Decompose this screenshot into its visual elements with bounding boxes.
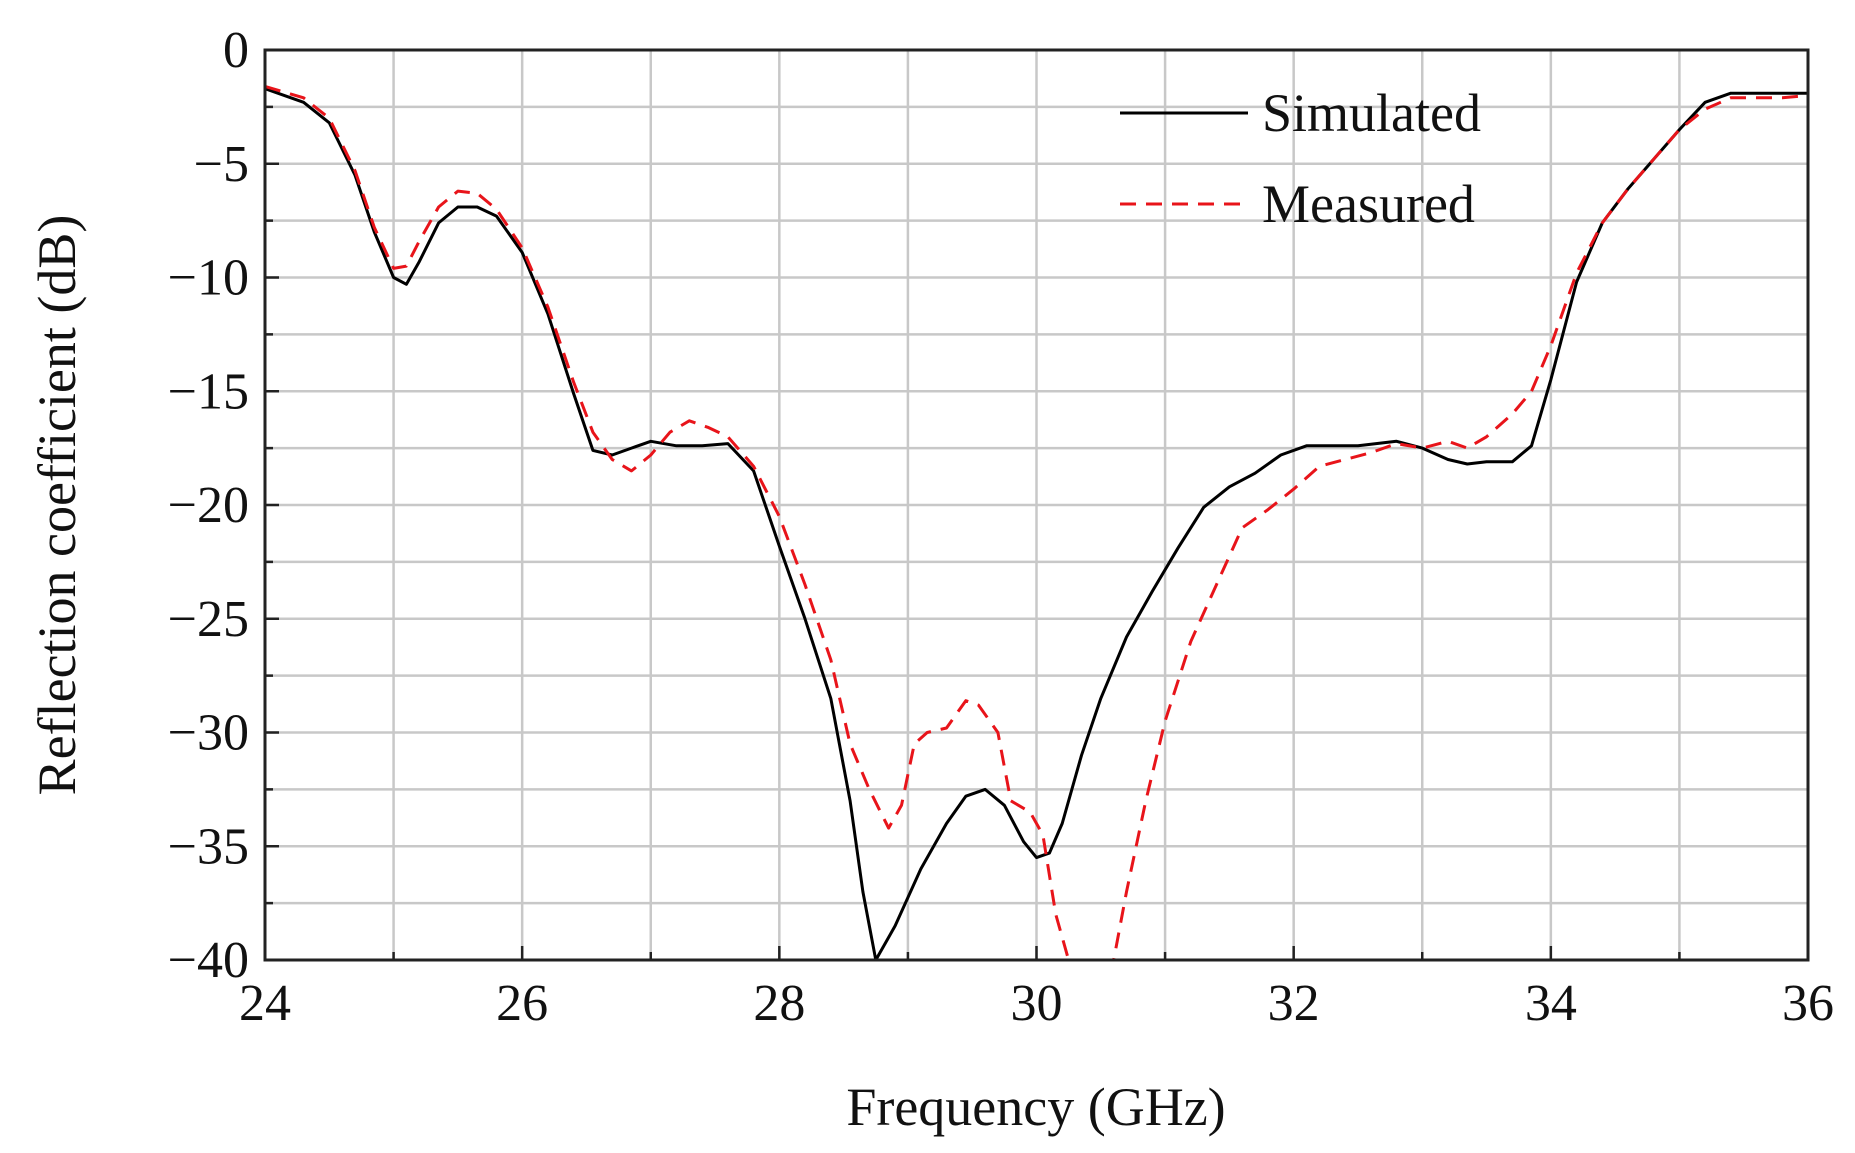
x-tick-label: 32 [1268,975,1320,1032]
legend: Simulated Measured [1120,83,1481,234]
y-tick-label: −30 [168,705,249,762]
series-line-simulated [265,87,1808,960]
x-tick-label: 30 [1011,975,1063,1032]
y-axis-title: Reflection coefficient (dB) [27,215,87,796]
axis-ticks: 24 26 28 30 32 34 36 0 −5 −10 −15 −20 −25 −30 −35 −40 [168,22,1834,1032]
y-tick-label: −35 [168,818,249,875]
x-tick-label: 28 [753,975,805,1032]
x-axis-title: Frequency (GHz) [846,1077,1225,1137]
y-tick-label: −15 [168,363,249,420]
y-tick-label: −5 [194,136,249,193]
y-tick-label: 0 [223,22,249,79]
x-tick-label: 26 [496,975,548,1032]
series-line-measured [265,84,1808,960]
y-tick-label: −20 [168,477,249,534]
x-tick-label: 34 [1525,975,1577,1032]
y-tick-label: −40 [168,932,249,989]
x-tick-label: 24 [239,975,291,1032]
y-tick-label: −10 [168,250,249,307]
series-layer [265,84,1808,960]
x-tick-label: 36 [1782,975,1834,1032]
legend-simulated-label: Simulated [1262,83,1481,143]
legend-measured-label: Measured [1262,174,1475,234]
y-tick-label: −25 [168,591,249,648]
